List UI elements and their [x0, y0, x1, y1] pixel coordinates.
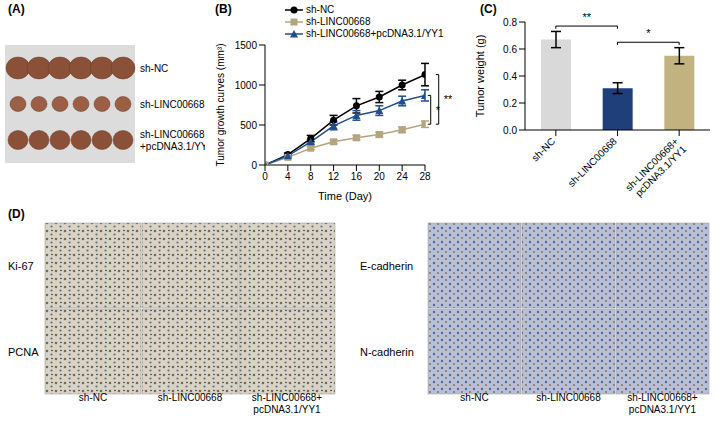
svg-text:sh-NC: sh-NC [79, 392, 107, 403]
svg-text:500: 500 [240, 120, 257, 131]
html-text:(D): (D) [8, 207, 25, 221]
svg-text:12: 12 [328, 171, 340, 182]
html-text:(C): (C) [480, 2, 497, 16]
svg-text:1000: 1000 [235, 80, 258, 91]
svg-text:N-cadherin: N-cadherin [360, 346, 414, 358]
svg-text:0.2: 0.2 [503, 98, 517, 109]
svg-text:20: 20 [374, 171, 386, 182]
svg-text:1500: 1500 [235, 40, 258, 51]
svg-text:Tumor weight (g): Tumor weight (g) [474, 35, 486, 118]
svg-text:E-cadherin: E-cadherin [360, 260, 413, 272]
svg-text:4: 4 [285, 171, 291, 182]
svg-text:0.8: 0.8 [503, 17, 517, 28]
svg-text:8: 8 [308, 171, 314, 182]
html-text:sh-LINC00668: sh-LINC00668 [306, 16, 371, 27]
svg-text:**: ** [582, 11, 591, 23]
svg-text:sh-NC: sh-NC [529, 136, 557, 164]
svg-text:sh-LINC00668: sh-LINC00668 [158, 392, 223, 403]
svg-text:sh-NC: sh-NC [140, 63, 168, 74]
svg-text:sh-LINC00668+pcDNA3.1/YY1: sh-LINC00668+pcDNA3.1/YY1 [140, 129, 205, 152]
html-text:sh-LINC00668+pcDNA3.1/YY1: sh-LINC00668+pcDNA3.1/YY1 [306, 28, 444, 39]
svg-text:16: 16 [351, 171, 363, 182]
svg-text:*: * [436, 104, 441, 116]
svg-text:0: 0 [251, 160, 257, 171]
svg-text:0.6: 0.6 [503, 44, 517, 55]
svg-text:Time (Day): Time (Day) [318, 190, 372, 202]
svg-text:0.0: 0.0 [503, 125, 517, 136]
svg-text:sh-LINC00668+pcDNA3.1/YY1: sh-LINC00668+pcDNA3.1/YY1 [252, 392, 322, 415]
html-text:(A): (A) [8, 2, 25, 16]
svg-text:PCNA: PCNA [8, 346, 39, 358]
svg-text:sh-NC: sh-NC [460, 392, 488, 403]
svg-text:*: * [646, 27, 651, 39]
svg-text:0.4: 0.4 [503, 71, 517, 82]
svg-text:0: 0 [262, 171, 268, 182]
svg-text:Ki-67: Ki-67 [8, 260, 34, 272]
svg-text:sh-LINC00668+pcDNA3.1/YY1: sh-LINC00668+pcDNA3.1/YY1 [623, 135, 689, 201]
svg-text:sh-LINC00668: sh-LINC00668 [140, 99, 205, 110]
html-text:sh-NC: sh-NC [306, 4, 335, 15]
svg-text:24: 24 [397, 171, 409, 182]
svg-text:sh-LINC00668+pcDNA3.1/YY1: sh-LINC00668+pcDNA3.1/YY1 [627, 392, 697, 415]
svg-text:sh-LINC00668: sh-LINC00668 [566, 135, 620, 189]
svg-text:sh-LINC00668: sh-LINC00668 [536, 392, 601, 403]
svg-text:**: ** [444, 93, 453, 105]
svg-text:Tumor growth curves (mm³): Tumor growth curves (mm³) [215, 44, 226, 167]
html-text:(B): (B) [215, 2, 232, 16]
svg-text:28: 28 [419, 171, 431, 182]
